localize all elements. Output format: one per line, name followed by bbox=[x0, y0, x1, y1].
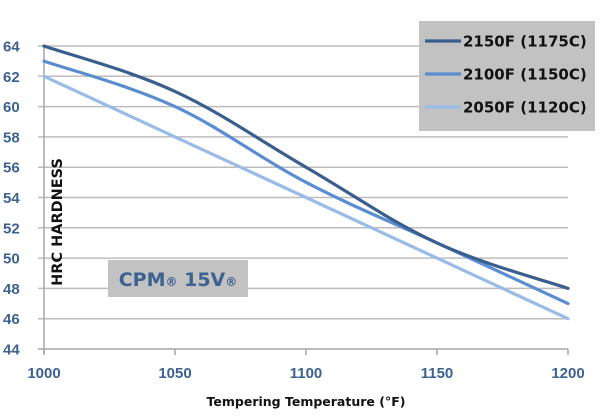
registered-mark-2: ® bbox=[225, 275, 237, 289]
y-tick-label: 54 bbox=[3, 190, 20, 207]
y-tick-label: 64 bbox=[3, 39, 20, 56]
legend-label: 2100F (1150C) bbox=[463, 66, 587, 84]
y-tick-label: 50 bbox=[3, 251, 20, 268]
x-tick-label: 1000 bbox=[27, 365, 60, 382]
y-tick-label: 44 bbox=[3, 342, 20, 359]
x-tick-label: 1100 bbox=[290, 365, 323, 382]
grade-brand: CPM bbox=[119, 269, 166, 291]
registered-mark-1: ® bbox=[166, 275, 178, 289]
y-tick-label: 60 bbox=[3, 99, 20, 116]
y-tick-label: 48 bbox=[3, 281, 20, 298]
y-tick-label: 62 bbox=[3, 69, 20, 86]
grade-name: 15V bbox=[178, 269, 226, 291]
y-tick-label: 58 bbox=[3, 129, 20, 146]
grade-annotation: CPM® 15V® bbox=[108, 260, 248, 297]
series-line-2150F bbox=[42, 44, 570, 290]
legend-label: 2150F (1175C) bbox=[463, 33, 587, 51]
legend: 2150F (1175C) 2100F (1150C) 2050F (1120C) bbox=[419, 21, 595, 131]
series-line-2050F bbox=[42, 74, 570, 321]
y-tick-label: 52 bbox=[3, 220, 20, 237]
y-tick-label: 56 bbox=[3, 160, 20, 177]
x-axis-title: Tempering Temperature (°F) bbox=[207, 394, 406, 409]
grade-annotation-text: CPM® 15V® bbox=[119, 269, 238, 291]
legend-box bbox=[419, 21, 595, 131]
x-tick-label: 1200 bbox=[551, 365, 584, 382]
series-line-2100F bbox=[42, 59, 570, 306]
y-ticks: 44 46 48 50 52 54 56 58 60 62 64 bbox=[3, 39, 44, 359]
y-tick-label: 46 bbox=[3, 311, 20, 328]
x-tick-label: 1050 bbox=[158, 365, 191, 382]
series-lines bbox=[42, 44, 570, 321]
y-axis-title: HRC HARDNESS bbox=[50, 158, 66, 286]
x-tick-label: 1150 bbox=[421, 365, 454, 382]
grade-annotation-box bbox=[108, 260, 248, 297]
x-ticks: 1000 1050 1100 1150 1200 bbox=[27, 349, 585, 382]
legend-label: 2050F (1120C) bbox=[463, 99, 587, 117]
